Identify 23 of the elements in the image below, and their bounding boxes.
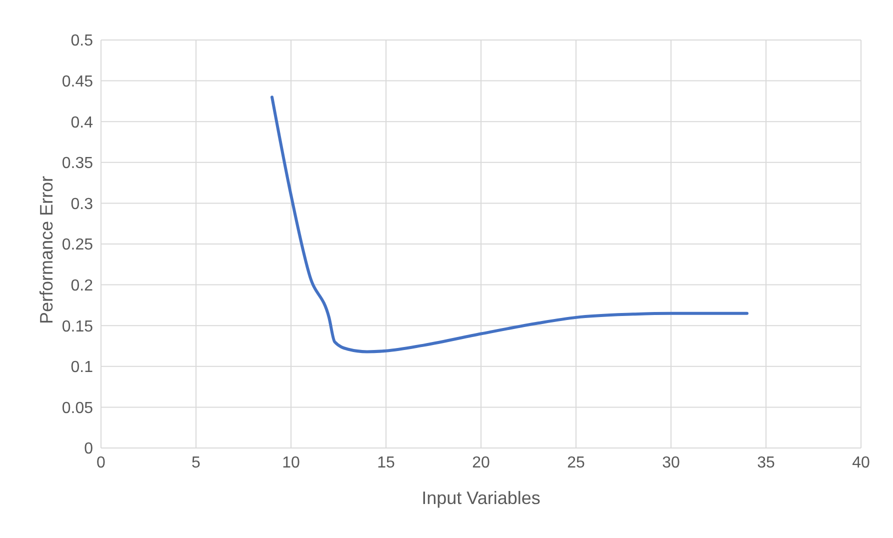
y-tick-label: 0.15 [62,318,94,336]
y-axis-title: Performance Error [36,176,56,324]
y-tick-label: 0.45 [62,73,94,90]
y-tick-label: 0.1 [70,359,94,376]
y-tick-label: 0.05 [62,400,94,417]
x-tick-label: 30 [662,454,680,472]
x-tick-label: 5 [192,454,201,472]
x-tick-label: 10 [282,454,300,472]
x-tick-label: 20 [472,454,490,472]
y-tick-label: 0.35 [62,155,94,172]
y-tick-label: 0.25 [62,236,94,254]
x-tick-label: 15 [377,454,395,472]
x-tick-label: 0 [96,454,106,472]
y-tick-label: 0.5 [70,32,94,50]
x-tick-label: 40 [852,454,870,472]
x-axis-title: Input Variables [422,488,540,508]
x-tick-label: 25 [567,454,585,472]
x-tick-label: 35 [757,454,775,472]
y-tick-label: 0.2 [70,277,94,294]
y-tick-label: 0.3 [70,196,94,213]
y-tick-label: 0 [84,440,94,458]
line-series [270,96,748,354]
y-tick-label: 0.4 [70,114,94,132]
